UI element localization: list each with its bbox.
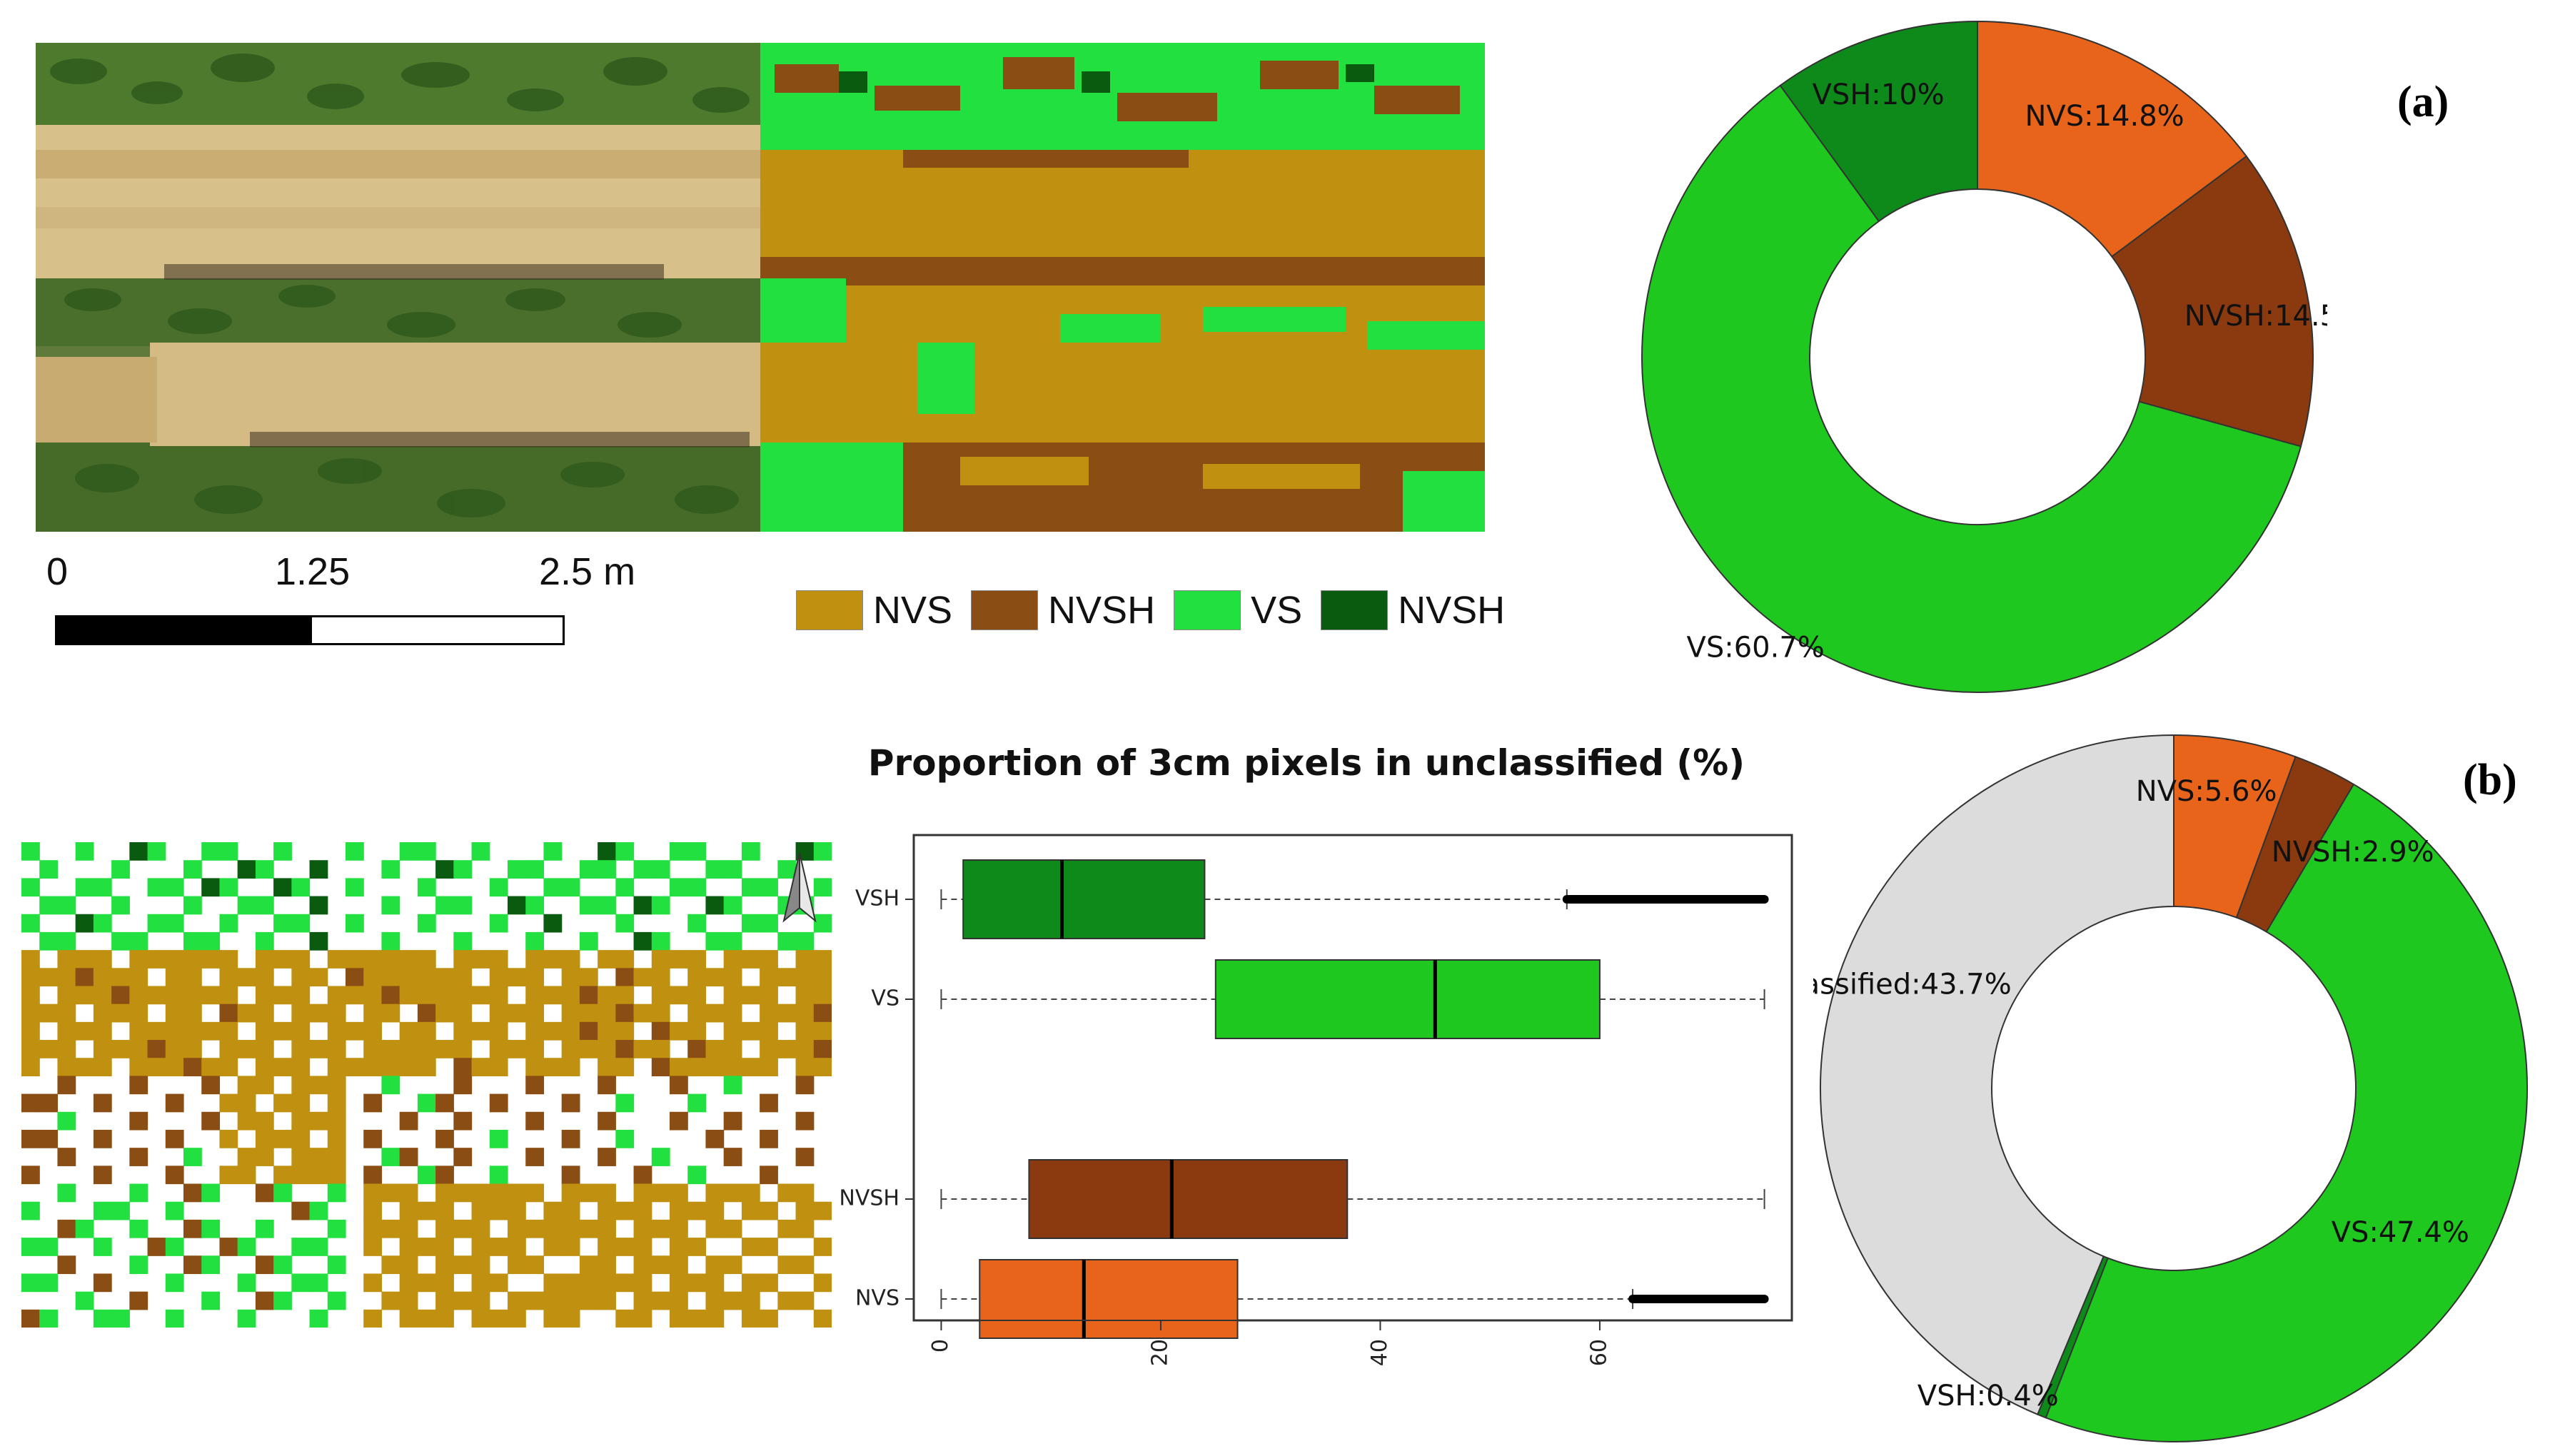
scale-label-end: 2.5 m <box>539 550 636 593</box>
category-label-nvsh: NVSH <box>839 1186 899 1211</box>
map-legend: NVS NVSH VS NVSH <box>796 582 1523 639</box>
donut-slice-vs <box>1641 84 2302 693</box>
box-rect-nvsh <box>1028 1159 1349 1239</box>
box-rect-nvs <box>979 1259 1239 1339</box>
legend-swatch <box>971 590 1039 630</box>
legend-swatch <box>1321 590 1389 630</box>
donut-slice-nvsh <box>2110 155 2314 448</box>
donut-slice-unclassified <box>1820 734 2174 1416</box>
box-rect-vs <box>1214 959 1601 1039</box>
x-tick-label: 60 <box>1586 1339 1611 1366</box>
donut-slice-vsh <box>1779 20 1978 223</box>
x-tick-label: 20 <box>1147 1339 1172 1366</box>
donut-label-nvs: NVS:5.6% <box>2136 775 2277 808</box>
scale-bar-black-segment <box>57 617 312 643</box>
x-tick-label: 0 <box>928 1339 953 1353</box>
legend-label: NVS <box>873 589 953 632</box>
donut-slice-vs <box>2045 783 2528 1442</box>
scale-label-mid: 1.25 <box>275 550 351 593</box>
pixel-grid <box>21 842 832 1328</box>
legend-label: VS <box>1251 589 1303 632</box>
legend-label: NVSH <box>1398 589 1506 632</box>
donut-label-vsh: VSH:0.4% <box>1917 1380 2059 1412</box>
panel-label-a: (a) <box>2397 78 2449 126</box>
legend-label: NVSH <box>1048 589 1156 632</box>
boxplot-title: Proportion of 3cm pixels in unclassified… <box>867 742 1745 784</box>
box-vs <box>940 989 1765 1009</box>
donut-chart-a: NVS:14.8% NVSH:14.5% VS:60.7% VSH:10% <box>1641 20 2327 693</box>
category-label-nvs: NVS <box>855 1286 899 1311</box>
box-nvsh <box>940 1189 1765 1209</box>
donut-label-nvsh: NVSH:2.9% <box>2272 836 2434 869</box>
pixel-map <box>21 842 832 1328</box>
legend-swatch <box>1174 590 1241 630</box>
legend-item-vsh: NVSH <box>1321 588 1505 632</box>
panel-label-b: (b) <box>2463 756 2517 804</box>
scale-label-0: 0 <box>46 550 69 593</box>
legend-item-vs: VS <box>1174 588 1302 632</box>
donut-chart-b: NVS:5.6% NVSH:2.9% VS:47.4% VSH:0.4% Unclass… <box>1813 734 2528 1442</box>
aerial-photo <box>36 43 760 532</box>
boxplot-chart: VSH VS NVSH NVS 0 20 40 60 <box>839 834 1793 1366</box>
donut-label-vs: VS:47.4% <box>2332 1216 2469 1249</box>
category-label-vsh: VSH <box>855 886 899 911</box>
legend-item-nvs: NVS <box>796 588 952 632</box>
x-tick-label: 40 <box>1367 1339 1392 1366</box>
donut-label-nvsh: NVSH:14.5% <box>2184 300 2327 333</box>
legend-swatch <box>796 590 863 630</box>
donut-slice-nvs <box>1977 20 2248 258</box>
donut-label-vsh: VSH:10% <box>1812 79 1944 111</box>
box-rect-vsh <box>962 859 1206 939</box>
north-arrow-icon <box>782 852 817 923</box>
donut-label-vs: VS:60.7% <box>1686 632 1824 664</box>
category-label-vs: VS <box>871 986 899 1011</box>
legend-item-nvsh: NVSH <box>971 588 1155 632</box>
classified-map <box>760 43 1485 532</box>
donut-label-unclassified: Unclassified:43.7% <box>1813 968 2012 1001</box>
scale-bar <box>55 615 565 645</box>
donut-label-nvs: NVS:14.8% <box>2025 100 2184 133</box>
